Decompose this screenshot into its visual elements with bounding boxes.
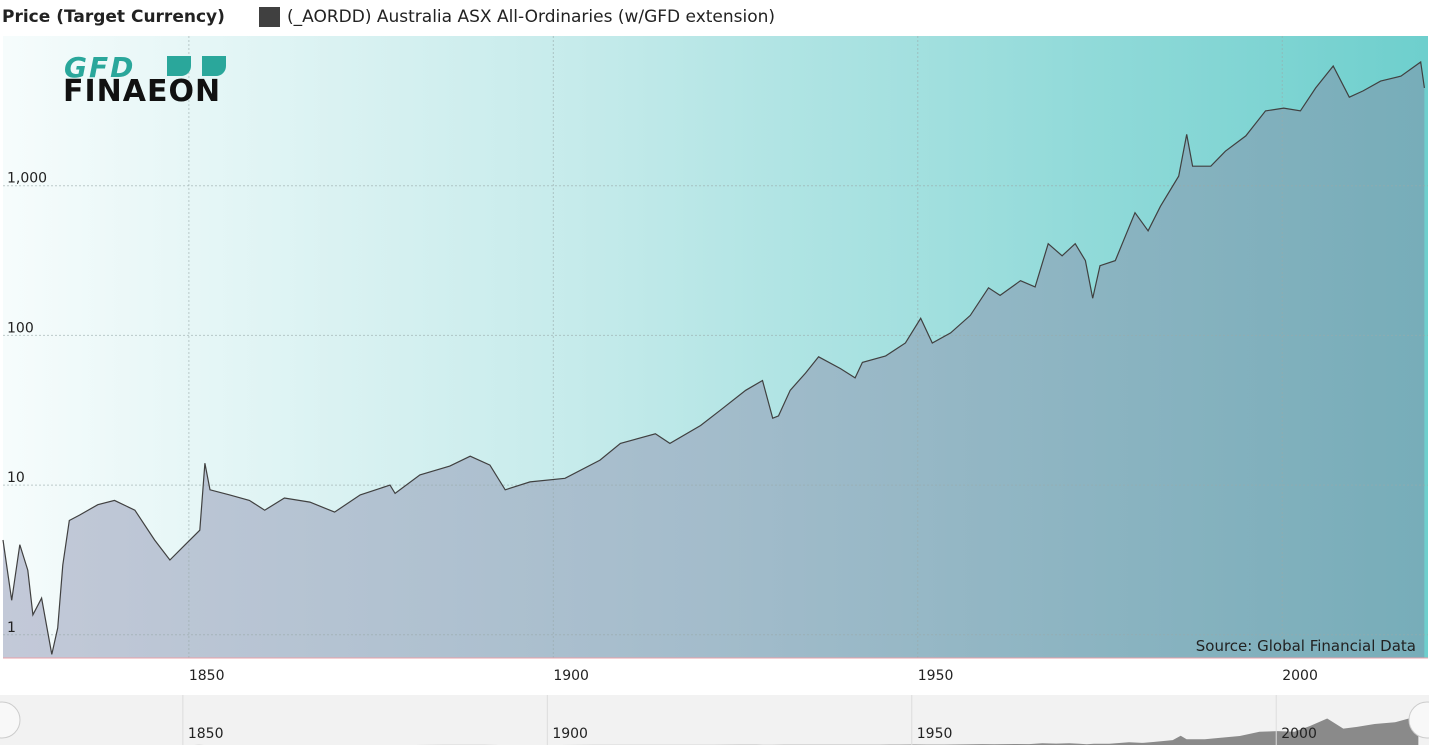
legend-swatch[interactable] (259, 7, 280, 27)
legend-label[interactable]: (_AORDD) Australia ASX All-Ordinaries (w… (287, 7, 775, 27)
y-tick-label: 100 (7, 320, 34, 336)
navigator[interactable] (0, 695, 1429, 745)
logo-top: GFD (64, 51, 135, 84)
logo-leaf (167, 56, 226, 76)
x-tick-label: 2000 (1282, 668, 1318, 684)
x-tick-label: 1950 (918, 668, 954, 684)
legend-title: Price (Target Currency) (2, 7, 225, 27)
navigator-handle[interactable] (0, 701, 21, 739)
line (2, 60, 1425, 655)
y-tick-label: 1,000 (7, 171, 47, 187)
x-tick-label: 1850 (189, 668, 225, 684)
y-tick-label: 1 (7, 620, 16, 636)
navigator-tick-label: 1900 (552, 726, 588, 742)
area (3, 62, 1425, 658)
x-tick-label: 1900 (553, 668, 589, 684)
y-tick-label: 10 (7, 470, 25, 486)
logo-bottom: FINAEON (63, 74, 221, 109)
navigator-tick-label: 2000 (1281, 726, 1317, 742)
logo: GFD FINAEON (63, 51, 226, 109)
navigator-tick-label: 1950 (917, 726, 953, 742)
navigator-tick-label: 1850 (188, 726, 224, 742)
navigator-handle[interactable] (1408, 701, 1429, 739)
source-note: Source: Global Financial Data (1196, 637, 1416, 655)
